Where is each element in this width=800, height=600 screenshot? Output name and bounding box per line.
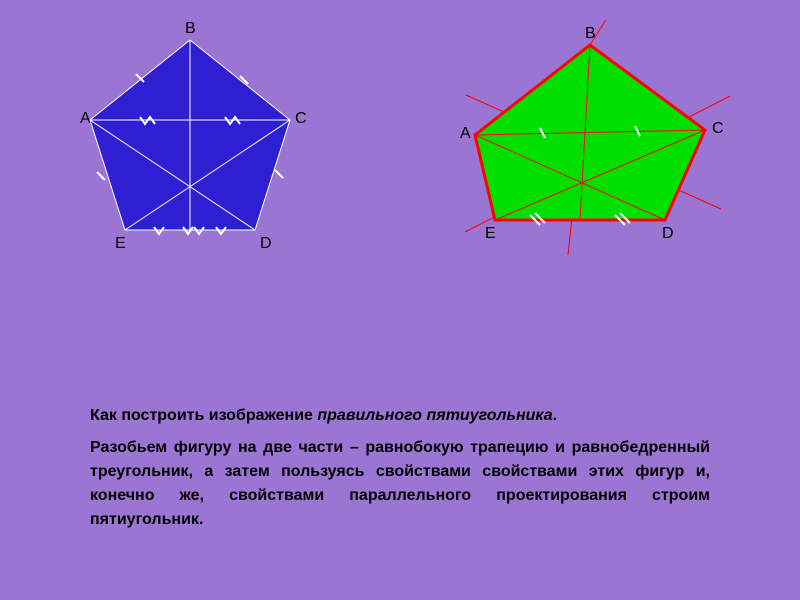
heading-line: Как построить изображение правильного пя… — [90, 404, 710, 428]
vertex-label-D: D — [260, 235, 272, 253]
left-pentagon-diagram: A B C D E — [60, 20, 320, 260]
body-paragraph: Разобьем фигуру на две части – равнобоку… — [90, 436, 710, 532]
vertex-label-E: E — [115, 235, 126, 253]
diagrams-row: A B C D E A B C D E — [0, 0, 800, 260]
vertex-label-A: A — [460, 125, 471, 143]
heading-italic: правильного пятиугольника — [317, 407, 552, 424]
heading-end: . — [553, 407, 557, 424]
vertex-label-B: B — [185, 20, 196, 38]
vertex-label-A: A — [80, 110, 91, 128]
right-pentagon-diagram: A B C D E — [440, 20, 740, 260]
vertex-label-C: C — [295, 110, 307, 128]
heading-plain: Как построить изображение — [90, 407, 317, 424]
slide-background: A B C D E A B C D E Как построить изображение пр… — [0, 0, 800, 600]
vertex-label-B: B — [585, 25, 596, 43]
right-pentagon-svg — [440, 20, 740, 260]
description-text: Как построить изображение правильного пя… — [90, 404, 710, 540]
vertex-label-D: D — [662, 225, 674, 243]
vertex-label-E: E — [485, 225, 496, 243]
vertex-label-C: C — [712, 120, 724, 138]
left-pentagon-svg — [60, 20, 320, 260]
